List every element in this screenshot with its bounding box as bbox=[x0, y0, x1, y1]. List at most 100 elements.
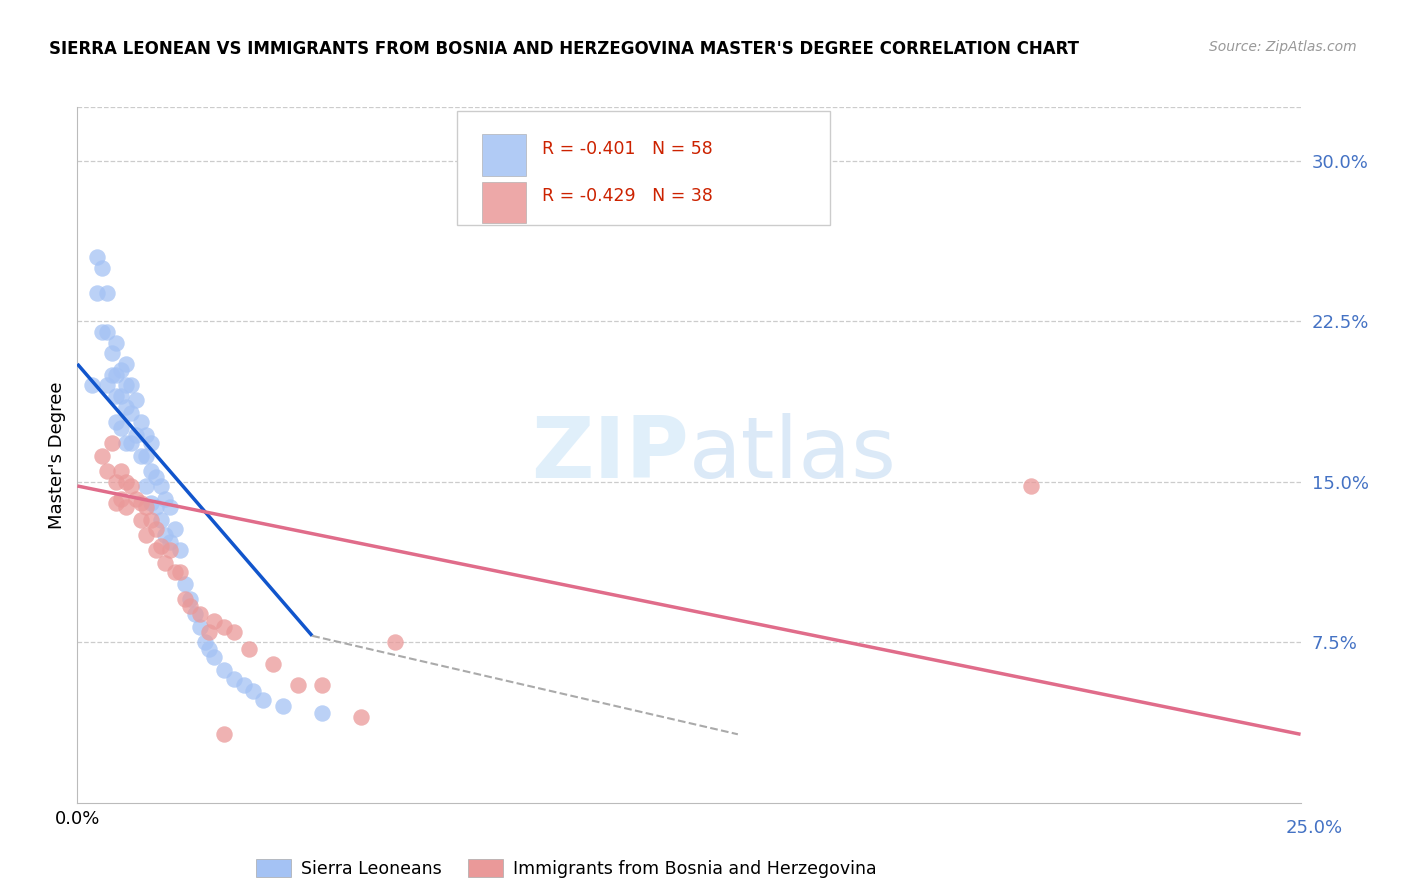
Point bbox=[145, 522, 167, 536]
Point bbox=[120, 479, 142, 493]
Point bbox=[100, 346, 122, 360]
Point bbox=[139, 513, 162, 527]
Point bbox=[129, 496, 152, 510]
Point bbox=[202, 650, 225, 665]
Point bbox=[262, 657, 284, 671]
Point bbox=[212, 727, 235, 741]
FancyBboxPatch shape bbox=[457, 111, 830, 226]
Text: ZIP: ZIP bbox=[531, 413, 689, 497]
Point bbox=[96, 325, 118, 339]
Point bbox=[179, 599, 201, 613]
Point bbox=[271, 699, 294, 714]
Point bbox=[174, 592, 197, 607]
Point bbox=[115, 400, 138, 414]
Point bbox=[155, 491, 177, 506]
Point bbox=[193, 635, 215, 649]
Point bbox=[212, 663, 235, 677]
Point bbox=[198, 641, 221, 656]
Point bbox=[120, 406, 142, 420]
Point bbox=[105, 475, 128, 489]
Point bbox=[135, 500, 157, 515]
Point bbox=[105, 415, 128, 429]
Point bbox=[90, 260, 112, 275]
Point bbox=[145, 470, 167, 484]
Point bbox=[86, 250, 108, 264]
Point bbox=[110, 363, 132, 377]
Text: 25.0%: 25.0% bbox=[1285, 819, 1343, 837]
Point bbox=[135, 449, 157, 463]
Point bbox=[202, 614, 225, 628]
Point bbox=[125, 393, 148, 408]
Point bbox=[135, 427, 157, 442]
Text: atlas: atlas bbox=[689, 413, 897, 497]
Point bbox=[145, 543, 167, 558]
Point bbox=[105, 335, 128, 350]
Point bbox=[159, 534, 181, 549]
Point bbox=[125, 427, 148, 442]
Point bbox=[232, 678, 254, 692]
Text: R = -0.401   N = 58: R = -0.401 N = 58 bbox=[543, 139, 713, 158]
Point bbox=[384, 635, 406, 649]
Point bbox=[80, 378, 103, 392]
Point bbox=[100, 436, 122, 450]
Point bbox=[145, 500, 167, 515]
Point bbox=[155, 556, 177, 570]
Point bbox=[110, 389, 132, 403]
Point bbox=[159, 543, 181, 558]
Point bbox=[169, 543, 191, 558]
Point bbox=[115, 475, 138, 489]
Point bbox=[115, 378, 138, 392]
Point bbox=[139, 496, 162, 510]
Point bbox=[198, 624, 221, 639]
Point bbox=[242, 684, 264, 698]
Point bbox=[169, 565, 191, 579]
Point bbox=[105, 496, 128, 510]
Point bbox=[96, 378, 118, 392]
Point bbox=[90, 325, 112, 339]
Point bbox=[155, 528, 177, 542]
FancyBboxPatch shape bbox=[482, 182, 526, 223]
Point bbox=[110, 491, 132, 506]
Point bbox=[165, 565, 187, 579]
Point bbox=[149, 513, 172, 527]
Point bbox=[222, 624, 245, 639]
Point bbox=[311, 706, 333, 720]
Point bbox=[129, 513, 152, 527]
Point bbox=[120, 378, 142, 392]
Point bbox=[311, 678, 333, 692]
Point bbox=[115, 436, 138, 450]
Point bbox=[115, 500, 138, 515]
Point bbox=[135, 479, 157, 493]
Point bbox=[120, 436, 142, 450]
Point bbox=[238, 641, 260, 656]
Point bbox=[149, 539, 172, 553]
Point bbox=[184, 607, 207, 622]
Point bbox=[105, 389, 128, 403]
Point bbox=[188, 620, 211, 634]
Point bbox=[96, 286, 118, 301]
Point bbox=[174, 577, 197, 591]
Point bbox=[350, 710, 373, 724]
Point bbox=[129, 449, 152, 463]
Text: Source: ZipAtlas.com: Source: ZipAtlas.com bbox=[1209, 40, 1357, 54]
Point bbox=[135, 528, 157, 542]
Point bbox=[252, 693, 274, 707]
Point bbox=[149, 479, 172, 493]
Text: SIERRA LEONEAN VS IMMIGRANTS FROM BOSNIA AND HERZEGOVINA MASTER'S DEGREE CORRELA: SIERRA LEONEAN VS IMMIGRANTS FROM BOSNIA… bbox=[49, 40, 1080, 58]
Point bbox=[287, 678, 309, 692]
Point bbox=[110, 464, 132, 478]
Point bbox=[115, 357, 138, 371]
Text: R = -0.429   N = 38: R = -0.429 N = 38 bbox=[543, 187, 713, 205]
Point bbox=[90, 449, 112, 463]
Point bbox=[125, 491, 148, 506]
FancyBboxPatch shape bbox=[482, 135, 526, 176]
Point bbox=[139, 436, 162, 450]
Point bbox=[222, 672, 245, 686]
Point bbox=[165, 522, 187, 536]
Legend: Sierra Leoneans, Immigrants from Bosnia and Herzegovina: Sierra Leoneans, Immigrants from Bosnia … bbox=[249, 852, 884, 885]
Point bbox=[179, 592, 201, 607]
Point bbox=[96, 464, 118, 478]
Point bbox=[188, 607, 211, 622]
Point bbox=[129, 415, 152, 429]
Point bbox=[1021, 479, 1043, 493]
